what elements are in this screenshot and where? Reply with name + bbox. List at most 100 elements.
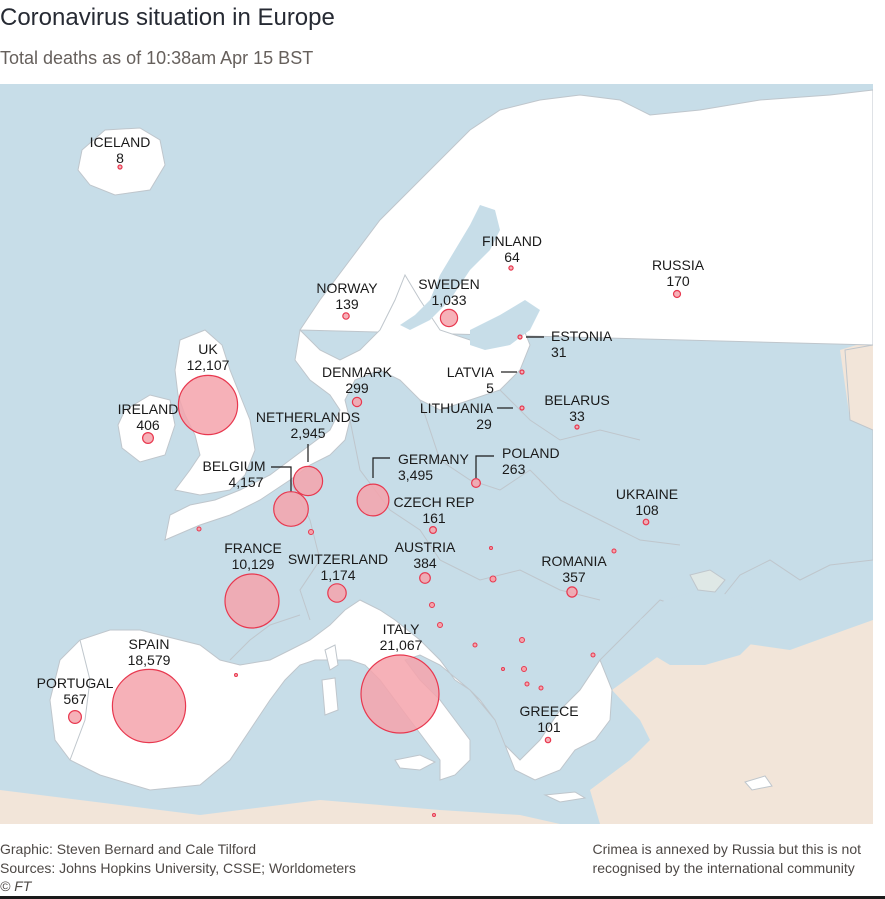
bubble-germany[interactable] (356, 483, 390, 517)
bubble-france[interactable] (224, 573, 280, 629)
bubble-switzerland[interactable] (327, 583, 347, 603)
leader-lines (271, 336, 544, 492)
label-ukraine-name: UKRAINE (616, 486, 678, 502)
bubble-portugal[interactable] (67, 709, 82, 724)
label-italy-value: 21,067 (380, 637, 423, 653)
label-iceland-name: ICELAND (90, 134, 151, 150)
bubble-iceland[interactable] (117, 164, 123, 170)
label-austria-value: 384 (413, 555, 437, 571)
label-belarus-value: 33 (569, 408, 585, 424)
bubble-romania[interactable] (566, 586, 578, 598)
label-greece-name: GREECE (519, 703, 578, 719)
sicily (394, 754, 437, 771)
country-labels: ICELAND 8 FINLAND 64 RUSSIA 170 NORWAY 1… (37, 134, 705, 735)
bubble-spain[interactable] (111, 668, 187, 744)
black-sea (640, 590, 760, 665)
label-portugal-value: 567 (63, 691, 87, 707)
bubble-greece[interactable] (544, 736, 552, 744)
bubble-finland[interactable] (508, 265, 514, 271)
minor-bubbles (196, 526, 617, 817)
label-norway-value: 139 (335, 296, 359, 312)
bubble-estonia[interactable] (517, 334, 523, 340)
label-latvia-value: 5 (486, 380, 494, 396)
western-europe (164, 273, 531, 541)
label-switzerland-name: SWITZERLAND (288, 551, 388, 567)
bubble-denmark[interactable] (351, 396, 363, 408)
label-norway-name: NORWAY (316, 280, 378, 296)
label-belgium-name: BELGIUM (202, 458, 265, 474)
label-netherlands-name: NETHERLANDS (256, 409, 360, 425)
bubble-layer (67, 164, 682, 744)
crimea-note-line2: recognised by the international communit… (592, 860, 855, 876)
label-latvia-name: LATVIA (447, 364, 495, 380)
corsica-sardinia (321, 644, 339, 716)
label-belarus-name: BELARUS (544, 392, 609, 408)
label-czech-value: 161 (422, 510, 446, 526)
label-austria-name: AUSTRIA (395, 539, 456, 555)
chart-title: Coronavirus situation in Europe (0, 4, 335, 31)
ft-logo: © FT (0, 878, 32, 894)
crete (543, 791, 587, 803)
label-sweden-value: 1,033 (431, 292, 466, 308)
label-lithuania-value: 29 (476, 416, 492, 432)
bubble-norway[interactable] (342, 312, 350, 320)
bubble-belarus[interactable] (574, 424, 580, 430)
bubble-uk[interactable] (177, 374, 239, 436)
label-sweden-name: SWEDEN (418, 276, 479, 292)
label-portugal-name: PORTUGAL (37, 675, 114, 691)
label-lithuania-name: LITHUANIA (420, 400, 494, 416)
footer-credits: Graphic: Steven Bernard and Cale Tilford… (0, 840, 356, 878)
cyprus (744, 775, 773, 791)
sources-line: Sources: Johns Hopkins University, CSSE;… (0, 860, 356, 876)
label-denmark-value: 299 (345, 380, 369, 396)
label-denmark-name: DENMARK (322, 364, 393, 380)
label-france-name: FRANCE (224, 540, 282, 556)
bubble-russia[interactable] (672, 289, 682, 299)
ireland-land (117, 394, 176, 463)
label-finland-value: 64 (504, 249, 520, 265)
turkey-region (590, 620, 873, 824)
label-netherlands-value: 2,945 (290, 425, 325, 441)
crimea (689, 569, 726, 593)
label-poland-name: POLAND (502, 445, 560, 461)
label-ireland-value: 406 (136, 417, 160, 433)
bottom-rule (0, 896, 885, 899)
label-france-value: 10,129 (232, 556, 275, 572)
label-finland-name: FINLAND (482, 233, 542, 249)
label-germany-name: GERMANY (398, 451, 469, 467)
map-svg: ICELAND 8 FINLAND 64 RUSSIA 170 NORWAY 1… (0, 84, 873, 824)
bubble-italy[interactable] (360, 654, 440, 734)
bubble-austria[interactable] (419, 572, 431, 584)
bubble-poland[interactable] (471, 478, 482, 489)
bubble-sweden[interactable] (439, 308, 459, 328)
footer-note: Crimea is annexed by Russia but this is … (593, 840, 861, 878)
label-czech-name: CZECH REP (394, 494, 475, 510)
baltic-sea (400, 205, 540, 350)
country-borders (69, 389, 681, 761)
bubble-czech[interactable] (429, 525, 438, 534)
label-spain-name: SPAIN (129, 636, 170, 652)
label-estonia-name: ESTONIA (551, 328, 613, 344)
bubble-lithuania[interactable] (519, 405, 525, 411)
label-switzerland-value: 1,174 (320, 567, 355, 583)
label-ukraine-value: 108 (635, 502, 659, 518)
bubble-netherlands[interactable] (292, 465, 324, 497)
bubble-latvia[interactable] (519, 369, 525, 375)
label-belgium-value: 4,157 (228, 474, 263, 490)
label-russia-value: 170 (666, 273, 690, 289)
label-spain-value: 18,579 (128, 652, 171, 668)
label-uk-name: UK (198, 341, 218, 357)
label-russia-name: RUSSIA (652, 257, 705, 273)
bubble-ukraine[interactable] (642, 518, 650, 526)
bubble-belgium[interactable] (273, 491, 309, 527)
label-poland-value: 263 (502, 461, 526, 477)
label-iceland-value: 8 (116, 150, 124, 166)
crimea-note-line1: Crimea is annexed by Russia but this is … (592, 841, 861, 857)
label-romania-name: ROMANIA (541, 553, 607, 569)
bubble-ireland[interactable] (142, 432, 155, 445)
mainland-europe (49, 89, 873, 791)
europe-map: ICELAND 8 FINLAND 64 RUSSIA 170 NORWAY 1… (0, 84, 873, 824)
label-romania-value: 357 (562, 569, 586, 585)
label-uk-value: 12,107 (187, 357, 230, 373)
credit-line: Graphic: Steven Bernard and Cale Tilford (0, 841, 257, 857)
